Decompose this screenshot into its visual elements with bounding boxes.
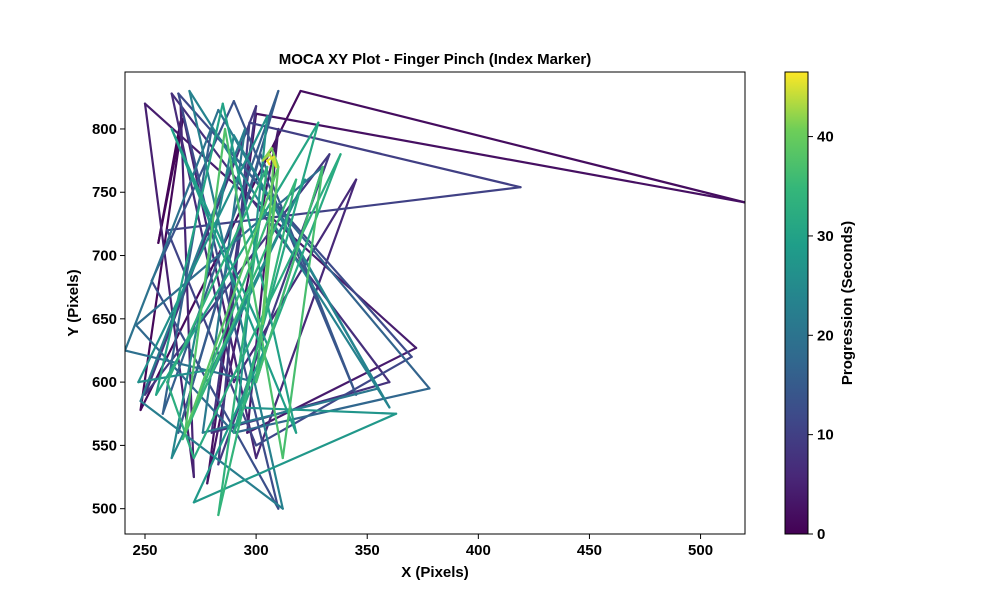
plot-frame xyxy=(124,71,746,535)
trace-segment xyxy=(170,92,391,384)
trace-segment xyxy=(183,127,227,434)
trace-segment xyxy=(170,127,269,346)
colorbar-label: Progression (Seconds) xyxy=(839,221,856,385)
trace-segment xyxy=(181,178,298,441)
trace-segment xyxy=(266,159,271,166)
trace-segment xyxy=(137,115,269,384)
trace-segment xyxy=(166,186,522,232)
x-tick-label: 250 xyxy=(132,542,157,559)
trace-segment xyxy=(137,368,213,384)
trace-segment xyxy=(183,165,280,434)
trace-segment xyxy=(255,165,324,384)
trace-segment xyxy=(181,203,275,441)
y-axis: 500 550 600 650 700 750 800 xyxy=(92,121,125,518)
trace-segment xyxy=(281,165,324,460)
trace-segment xyxy=(299,89,745,204)
colorbar-axis: 0 10 20 30 40 xyxy=(808,129,834,543)
trace-segment xyxy=(217,178,298,517)
colorbar-tick-label: 40 xyxy=(817,129,834,146)
trace-segment xyxy=(139,127,247,403)
colorbar-tick-label: 30 xyxy=(817,228,834,245)
trace-segment xyxy=(237,406,398,415)
x-tick-label: 400 xyxy=(466,542,491,559)
trace-segment xyxy=(143,102,195,479)
trace-segment xyxy=(261,153,271,162)
trace-segment xyxy=(232,153,342,434)
trace-segment xyxy=(272,155,278,169)
trace-segment xyxy=(150,100,235,282)
trace-segment xyxy=(255,112,745,204)
trace-layer xyxy=(125,89,745,517)
trace-segment xyxy=(248,121,522,189)
trace-segment xyxy=(232,178,358,384)
colorbar-tick-label: 20 xyxy=(817,327,834,344)
trace-segment xyxy=(223,127,284,460)
colorbar-tick-label: 10 xyxy=(817,427,834,444)
x-tick-label: 300 xyxy=(244,542,269,559)
trace-segment xyxy=(266,155,275,162)
y-tick-label: 600 xyxy=(92,374,117,391)
chart-title: MOCA XY Plot - Finger Pinch (Index Marke… xyxy=(279,51,592,68)
y-tick-label: 550 xyxy=(92,437,117,454)
y-tick-label: 800 xyxy=(92,121,117,138)
x-tick-label: 500 xyxy=(688,542,713,559)
x-axis: 250 300 350 400 450 500 xyxy=(132,534,713,559)
trace-segment xyxy=(155,102,224,396)
trace-segment xyxy=(221,102,298,434)
y-tick-label: 500 xyxy=(92,501,117,518)
trace-segment xyxy=(143,105,258,396)
trace-segment xyxy=(261,153,275,325)
x-axis-label: X (Pixels) xyxy=(401,564,469,581)
x-tick-label: 450 xyxy=(577,542,602,559)
x-tick-label: 350 xyxy=(355,542,380,559)
y-tick-label: 750 xyxy=(92,184,117,201)
trace-segment xyxy=(210,127,431,390)
trace-segment xyxy=(161,127,213,415)
trace-segment xyxy=(135,324,235,434)
colorbar-tick-label: 0 xyxy=(817,526,825,543)
trace-segment xyxy=(166,165,269,384)
trace-segment xyxy=(192,412,398,504)
y-tick-label: 650 xyxy=(92,311,117,328)
trace-segment xyxy=(255,355,413,447)
trace-segment xyxy=(170,127,298,434)
y-axis-label: Y (Pixels) xyxy=(65,269,82,336)
trace-segment xyxy=(139,399,284,510)
trace-segment xyxy=(246,346,418,434)
trace-segment xyxy=(232,121,320,434)
trace-segment xyxy=(166,381,195,460)
trace-segment xyxy=(255,178,358,460)
y-tick-label: 700 xyxy=(92,248,117,265)
trace-segment xyxy=(177,92,280,510)
colorbar xyxy=(784,71,809,535)
